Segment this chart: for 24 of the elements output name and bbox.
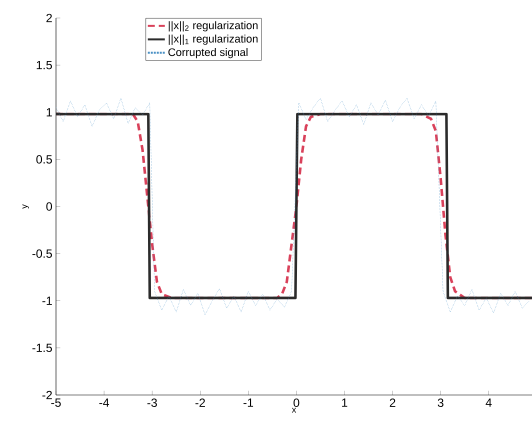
x-tick-label: 3 [438,398,444,407]
y-tick-label: 2 [46,14,52,22]
x-tick-label: 0 [294,398,300,407]
y-tick-label: -2 [42,390,52,400]
y-tick-label: 1 [46,108,52,116]
x-tick-label: 4 [486,398,492,407]
x-tick-label: -4 [99,398,110,407]
x-tick-label: -1 [244,398,254,407]
legend-label: ||x||$_{2}$ regularization [168,21,258,32]
y-tick-label: -1.5 [32,344,52,352]
x-tick-label: 1 [342,398,348,407]
y-axis-title: y [22,204,30,209]
y-tick-label: 0 [46,202,52,211]
y-tick-label: 0.5 [36,155,52,164]
y-tick-label: -1 [42,296,52,305]
x-tick-label: 2 [390,398,396,407]
legend-label: Corrupted signal [168,48,248,58]
y-tick-label: -0.5 [32,249,52,258]
x-axis-title: x [292,408,296,413]
x-tick-label: -2 [195,398,205,407]
x-tick-label: -5 [51,398,61,407]
legend-label: ||x||$_{1}$ regularization [168,34,258,45]
y-tick-label: 1.5 [36,60,52,70]
x-tick-label: -3 [147,398,157,407]
